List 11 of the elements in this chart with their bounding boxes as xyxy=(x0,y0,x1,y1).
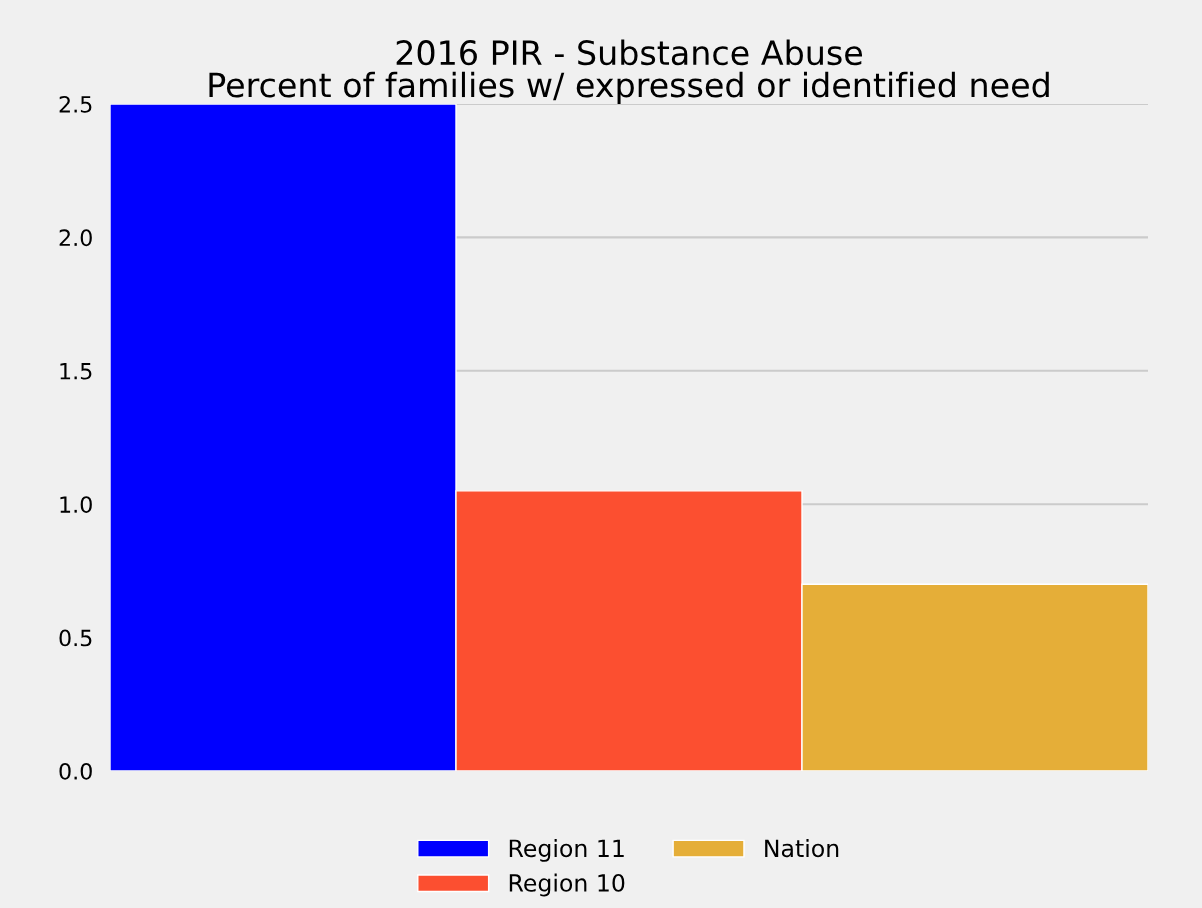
chart-subtitle: Percent of families w/ expressed or identified need xyxy=(209,71,1049,104)
y-tick-label: 0.0 xyxy=(59,762,92,780)
y-tick-label: 1.0 xyxy=(60,496,92,513)
chart-title: 2016 PIR - Substance Abuse xyxy=(396,39,863,66)
y-tick-label: 0.5 xyxy=(59,629,92,647)
y-tick-label: 2.0 xyxy=(59,229,92,247)
legend-label: Region 11 xyxy=(509,838,624,862)
y-tick-label: 1.5 xyxy=(60,363,92,380)
legend-label: Nation xyxy=(765,838,839,858)
legend-label: Region 10 xyxy=(509,873,625,897)
y-tick-label: 2.5 xyxy=(59,95,92,113)
